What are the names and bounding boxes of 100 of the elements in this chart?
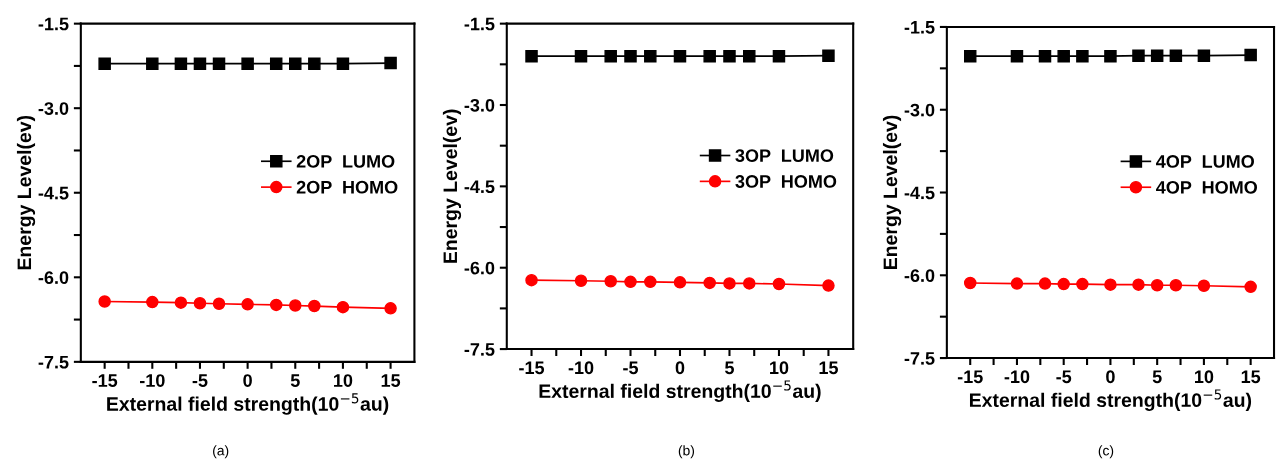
point — [336, 300, 350, 314]
point — [1076, 277, 1089, 291]
text: (b) — [678, 445, 695, 459]
y-tick-label: -4.5 — [904, 186, 935, 200]
point — [574, 274, 588, 287]
point — [1038, 49, 1052, 63]
point — [269, 298, 283, 312]
x-tick-label: -15 — [519, 361, 545, 375]
point — [193, 296, 207, 310]
legend-label: 3OP HOMO — [735, 175, 837, 188]
point — [308, 299, 321, 313]
point — [963, 276, 977, 290]
x-tick-label: 10 — [770, 361, 789, 375]
point — [269, 57, 283, 70]
point — [1132, 278, 1145, 291]
x-tick-label: 15 — [819, 361, 838, 375]
point — [604, 275, 617, 288]
point — [1150, 49, 1164, 62]
point — [193, 57, 207, 70]
point — [212, 297, 226, 311]
x-tick-label: -15 — [92, 374, 118, 387]
point — [1150, 278, 1164, 292]
point — [1057, 277, 1070, 291]
legend-label: 2OP HOMO — [296, 180, 398, 194]
legend-label: 2OP LUMO — [296, 154, 395, 168]
point — [98, 295, 111, 308]
point — [723, 49, 736, 63]
point — [644, 275, 657, 289]
legend-label: 4OP HOMO — [1156, 180, 1258, 194]
point — [289, 57, 302, 70]
point — [1169, 49, 1183, 62]
point — [384, 302, 397, 315]
point — [723, 277, 736, 290]
y-tick-label: -4.5 — [38, 186, 69, 200]
x-tick-label: -5 — [192, 374, 208, 387]
point — [624, 49, 637, 63]
y-tick-label: -3.0 — [464, 98, 495, 112]
point — [703, 276, 716, 290]
x-tick-label: 5 — [1152, 370, 1162, 384]
point — [743, 49, 756, 63]
legend-label: 3OP LUMO — [735, 149, 834, 163]
point — [703, 49, 716, 63]
y-tick-label: -6.0 — [38, 271, 69, 285]
point — [1132, 49, 1145, 62]
point — [1244, 280, 1257, 294]
point — [174, 296, 188, 309]
y-tick-label: -1.5 — [464, 17, 495, 31]
y-tick-label: -1.5 — [38, 17, 69, 31]
point — [1057, 49, 1070, 63]
y-tick-label: -7.5 — [904, 352, 935, 365]
point — [241, 57, 254, 70]
point — [1010, 49, 1024, 63]
point — [772, 277, 786, 291]
x-tick-label: 0 — [243, 374, 252, 387]
point — [146, 57, 159, 70]
point — [174, 57, 188, 70]
point — [1244, 48, 1257, 62]
point — [1076, 49, 1089, 63]
point — [384, 56, 397, 70]
point — [822, 279, 835, 292]
x-axis-title: External field strength(10$^{−5}$au) — [539, 380, 821, 402]
text: (c) — [1098, 445, 1114, 459]
y-axis-title: Energy Level(ev) — [442, 109, 462, 263]
x-tick-label: 10 — [1195, 370, 1214, 384]
x-tick-label: -10 — [139, 374, 165, 387]
text: (a) — [213, 445, 229, 459]
x-axis-title: External field strength(10$^{−5}$au) — [969, 389, 1252, 411]
point — [624, 275, 637, 289]
x-tick-label: -10 — [1004, 370, 1030, 384]
point — [963, 49, 977, 63]
x-tick-label: -10 — [568, 361, 594, 375]
x-tick-label: 0 — [1106, 370, 1115, 384]
x-tick-label: -5 — [623, 361, 639, 375]
point — [1038, 277, 1052, 290]
y-tick-label: -6.0 — [464, 261, 495, 275]
x-tick-label: 15 — [1241, 370, 1261, 384]
y-tick-label: -7.5 — [38, 355, 69, 369]
point — [525, 49, 538, 63]
point — [1197, 279, 1211, 293]
y-tick-label: -4.5 — [464, 180, 495, 194]
x-tick-label: -5 — [1056, 370, 1072, 384]
point — [1104, 278, 1117, 291]
x-tick-label: -15 — [957, 370, 983, 384]
point — [673, 276, 687, 289]
point — [743, 277, 756, 290]
point — [673, 49, 687, 63]
y-tick-label: -3.0 — [904, 103, 935, 117]
point — [644, 49, 657, 63]
point — [1010, 277, 1024, 290]
y-tick-label: -7.5 — [464, 343, 495, 356]
y-tick-label: -3.0 — [38, 102, 69, 115]
y-tick-label: -6.0 — [904, 269, 935, 283]
point — [604, 49, 617, 63]
y-axis-title: Energy Level(ev) — [882, 115, 902, 270]
point — [1104, 49, 1117, 63]
point — [1197, 49, 1211, 62]
point — [146, 295, 159, 309]
point — [336, 57, 350, 70]
point — [525, 273, 538, 287]
y-tick-label: -1.5 — [904, 21, 935, 34]
